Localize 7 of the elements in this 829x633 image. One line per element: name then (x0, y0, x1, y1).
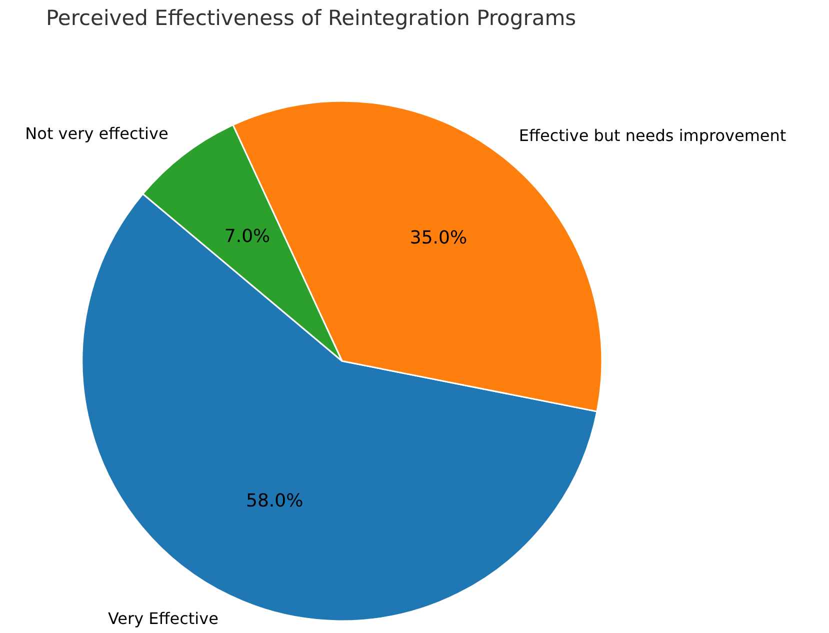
data-label: 58.0% (246, 490, 304, 512)
chart-title: Perceived Effectiveness of Reintegration Programs (46, 6, 576, 30)
data-label: 35.0% (410, 227, 468, 248)
data-label: 7.0% (224, 226, 270, 248)
slice-label: Very Effective (108, 608, 218, 628)
slice-label: Not very effective (25, 124, 168, 143)
slice-label: Effective but needs improvement (518, 126, 786, 146)
